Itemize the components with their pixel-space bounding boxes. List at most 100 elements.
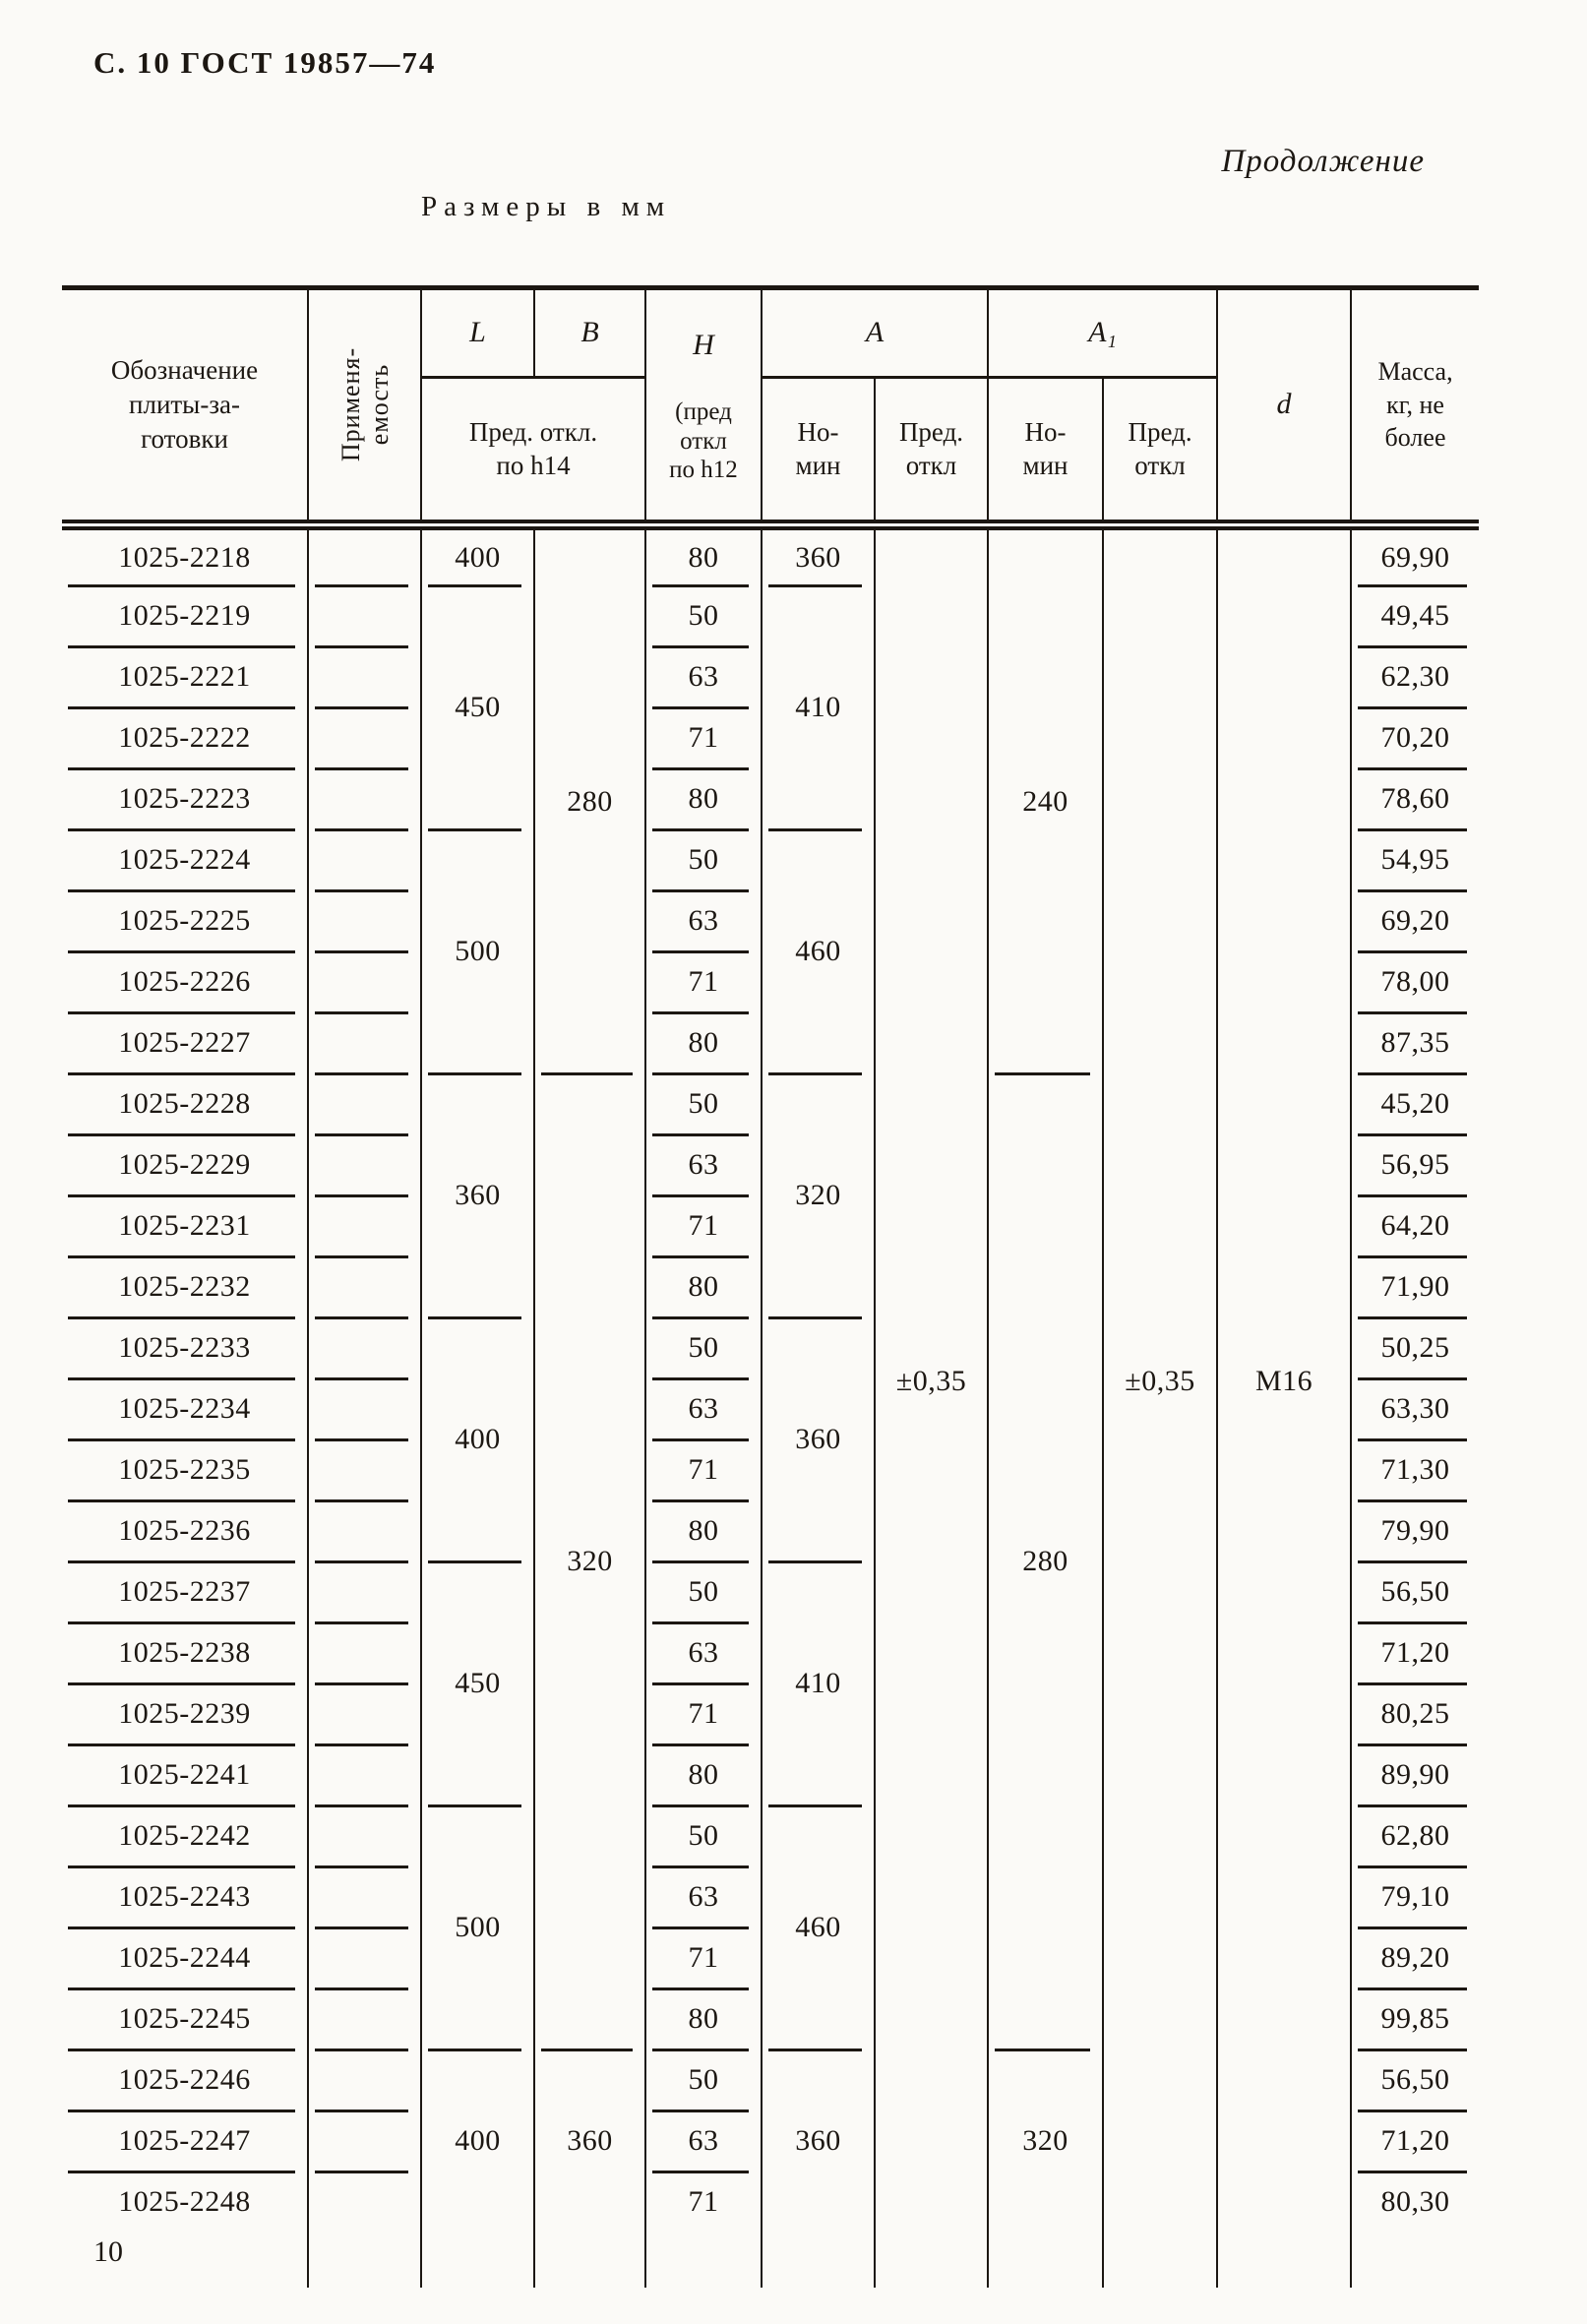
col-subheader-A-nominal: Но- мин [761,377,875,530]
table-row: 1025-2246 400 360 50 360 320 56,50 [62,2049,1480,2233]
cell-H: 63 [644,1134,762,1198]
tail-cell [1102,2232,1218,2289]
tail-cell [533,2232,645,2289]
table-row: 1025-2231 71 64,20 [62,1195,1480,1259]
cell-L: 400 [420,524,534,586]
cell-H: 71 [644,1195,762,1259]
cell-A1-nominal: 240 [987,524,1104,1074]
cell-mass: 89,90 [1350,1744,1480,1808]
cell-designation: 1025-2246 [62,2049,308,2113]
dimensions-table: Обозначение плиты-за- готовки Применя- е… [62,285,1480,2289]
cell-A-deviation: ±0,35 [873,524,989,2233]
cell-mass: 80,25 [1350,1683,1480,1747]
cell-applicability [307,1988,421,2052]
cell-mass: 56,95 [1350,1134,1480,1198]
cell-mass: 49,45 [1350,585,1480,649]
cell-applicability [307,890,421,954]
cell-designation: 1025-2223 [62,768,308,832]
cell-H: 63 [644,1622,762,1686]
cell-designation: 1025-2247 [62,2110,308,2174]
cell-applicability [307,1805,421,1869]
cell-H: 80 [644,1988,762,2052]
cell-L: 400 [420,2049,534,2233]
cell-mass: 71,30 [1350,1439,1480,1503]
cell-d: М16 [1216,524,1352,2233]
cell-mass: 63,30 [1350,1378,1480,1442]
cell-mass: 56,50 [1350,2049,1480,2113]
cell-A-nominal: 460 [761,1805,875,2052]
col-subheader-LB-deviation: Пред. откл. по h14 [420,377,645,530]
tail-cell [307,2232,421,2289]
cell-designation: 1025-2245 [62,1988,308,2052]
tail-cell [873,2232,989,2289]
cell-applicability [307,1622,421,1686]
cell-mass: 71,20 [1350,2110,1480,2174]
col-header-B: B [533,287,645,379]
table-row: 1025-2239 71 80,25 [62,1683,1480,1747]
cell-designation: 1025-2238 [62,1622,308,1686]
cell-designation: 1025-2231 [62,1195,308,1259]
header-row-2: Пред. откл. по h14 Но- мин Пред. откл Но… [62,377,1479,530]
cell-applicability [307,2110,421,2174]
table-row: 1025-2225 63 69,20 [62,890,1480,954]
cell-mass: 54,95 [1350,829,1480,893]
cell-mass: 62,80 [1350,1805,1480,1869]
table-row: 1025-2245 80 99,85 [62,1988,1480,2052]
cell-H: 63 [644,1378,762,1442]
cell-designation: 1025-2237 [62,1561,308,1625]
cell-designation: 1025-2239 [62,1683,308,1747]
cell-H: 71 [644,1683,762,1747]
cell-designation: 1025-2225 [62,890,308,954]
col-header-mass: Масса, кг, не более [1350,287,1480,530]
cell-H: 71 [644,1927,762,1991]
cell-L: 500 [420,1805,534,2052]
cell-applicability [307,524,421,586]
cell-L: 360 [420,1073,534,1320]
cell-mass: 62,30 [1350,646,1480,710]
col-header-d: d [1216,287,1352,530]
cell-H: 80 [644,524,762,586]
cell-designation: 1025-2221 [62,646,308,710]
cell-mass: 79,10 [1350,1866,1480,1930]
cell-H: 50 [644,1805,762,1869]
cell-A1-nominal: 280 [987,1073,1104,2052]
cell-B: 360 [533,2049,645,2233]
cell-L: 400 [420,1317,534,1564]
cell-L: 450 [420,585,534,832]
cell-H: 71 [644,2171,762,2233]
cell-A-nominal: 360 [761,2049,875,2233]
cell-applicability [307,2171,421,2233]
cell-B: 280 [533,524,645,1074]
cell-applicability [307,646,421,710]
col-header-designation: Обозначение плиты-за- готовки [62,287,308,530]
cell-applicability [307,1927,421,1991]
cell-applicability [307,1256,421,1320]
cell-designation: 1025-2234 [62,1378,308,1442]
cell-designation: 1025-2224 [62,829,308,893]
cell-designation: 1025-2244 [62,1927,308,1991]
cell-L: 450 [420,1561,534,1808]
cell-H: 80 [644,1744,762,1808]
tail-cell [644,2232,762,2289]
table-row: 1025-2233 400 50 360 50,25 [62,1317,1480,1564]
cell-H: 63 [644,646,762,710]
cell-H: 80 [644,768,762,832]
cell-applicability [307,1134,421,1198]
table-row: 1025-2234 63 63,30 [62,1378,1480,1442]
cell-A-nominal: 360 [761,524,875,586]
cell-designation: 1025-2235 [62,1439,308,1503]
cell-applicability [307,585,421,649]
cell-H: 71 [644,707,762,771]
table-row: 1025-2238 63 71,20 [62,1622,1480,1686]
cell-applicability [307,1439,421,1503]
cell-designation: 1025-2233 [62,1317,308,1381]
cell-applicability [307,1744,421,1808]
cell-L: 500 [420,829,534,1076]
col-header-A: A [760,287,989,379]
tail-cell [987,2232,1104,2289]
cell-A-nominal: 320 [761,1073,875,1320]
cell-mass: 71,90 [1350,1256,1480,1320]
cell-mass: 69,20 [1350,890,1480,954]
table-row: 1025-2241 80 89,90 [62,1744,1480,1808]
col-header-L: L [420,287,534,379]
